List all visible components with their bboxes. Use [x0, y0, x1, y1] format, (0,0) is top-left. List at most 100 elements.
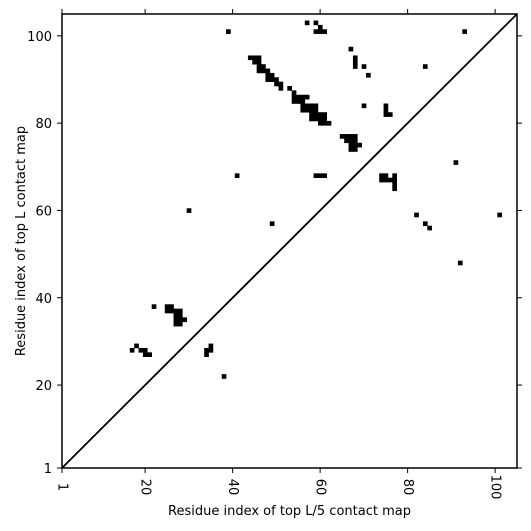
contact-point	[352, 59, 358, 65]
contact-point	[352, 64, 358, 69]
contact-point	[392, 182, 397, 187]
contact-point	[173, 308, 179, 314]
contact-point	[177, 317, 183, 323]
contact-point	[352, 138, 358, 144]
contact-point	[453, 160, 459, 165]
contact-point	[309, 116, 314, 122]
contact-point	[383, 177, 389, 183]
contact-point	[427, 225, 432, 231]
contact-point	[392, 186, 397, 192]
contact-point	[322, 112, 327, 117]
contact-point	[256, 55, 262, 61]
contact-point	[296, 99, 301, 104]
contact-point	[204, 347, 209, 353]
contact-point	[265, 72, 271, 78]
contact-point	[348, 46, 354, 52]
contact-point	[221, 374, 227, 379]
contact-point	[304, 94, 310, 100]
contact-point	[344, 138, 349, 144]
contact-point	[357, 142, 362, 148]
contact-point	[291, 94, 297, 100]
x-tick-label: 1	[55, 483, 70, 491]
contact-point	[164, 308, 170, 314]
y-axis-label: Residue index of top L contact map	[14, 126, 29, 356]
contact-point	[252, 55, 257, 61]
contact-point	[269, 221, 275, 227]
contact-point	[317, 112, 323, 117]
contact-point	[361, 64, 367, 69]
contact-point	[142, 352, 148, 357]
x-tick-label: 20	[138, 479, 153, 496]
contact-point	[317, 173, 323, 179]
contact-point	[134, 343, 139, 349]
contact-point	[265, 68, 271, 74]
contact-point	[313, 29, 319, 34]
contact-point	[274, 77, 279, 82]
contact-point	[291, 99, 297, 104]
contact-point	[173, 317, 179, 323]
x-tick-label: 80	[400, 479, 415, 496]
y-tick-label: 20	[35, 379, 52, 394]
contact-point	[497, 212, 502, 218]
contact-point	[256, 64, 262, 69]
y-tick-label: 100	[27, 30, 52, 45]
contact-point	[287, 86, 292, 91]
diagonal-line	[61, 13, 518, 469]
contact-point	[300, 99, 306, 104]
contact-point	[208, 343, 214, 349]
contact-point	[256, 68, 262, 74]
contact-point	[348, 142, 354, 148]
x-tick-label: 60	[313, 479, 328, 496]
contact-point	[379, 173, 384, 179]
y-tick-label: 1	[44, 462, 52, 477]
contact-point	[265, 77, 271, 82]
contact-point	[422, 64, 428, 69]
contact-point	[304, 103, 310, 109]
contact-point	[457, 260, 463, 266]
contact-point	[317, 24, 323, 30]
contact-point	[348, 134, 354, 139]
contact-point	[204, 352, 209, 357]
contact-point	[177, 321, 183, 327]
contact-point	[383, 173, 389, 179]
contact-point	[322, 29, 327, 34]
contact-point	[326, 120, 332, 126]
contact-point	[304, 107, 310, 113]
contact-point	[352, 55, 358, 61]
contact-point	[256, 59, 262, 65]
contact-point	[392, 177, 397, 183]
y-tick-label: 80	[35, 117, 52, 132]
contact-point	[269, 77, 275, 82]
contact-point	[366, 72, 371, 78]
contact-point	[164, 304, 170, 309]
contact-point	[138, 347, 144, 353]
contact-point	[462, 29, 467, 34]
contact-point	[322, 120, 327, 126]
contact-point	[186, 208, 192, 213]
contact-point	[151, 304, 157, 309]
contact-point	[348, 147, 354, 152]
contact-point	[383, 112, 389, 117]
contact-point	[309, 103, 314, 109]
contact-point	[247, 55, 253, 61]
contact-point	[278, 81, 284, 87]
contact-point	[313, 116, 319, 122]
x-tick-label: 100	[488, 475, 503, 500]
contact-point	[387, 177, 393, 183]
contact-point	[313, 103, 319, 109]
contact-point	[392, 173, 397, 179]
contact-point	[352, 134, 358, 139]
contact-point	[129, 347, 135, 353]
contact-point	[317, 116, 323, 122]
contact-point	[177, 308, 183, 314]
contact-point	[296, 94, 301, 100]
contact-point	[304, 20, 310, 26]
contact-point	[352, 147, 358, 152]
contact-point	[226, 29, 231, 34]
contact-point	[317, 29, 323, 34]
contact-point	[379, 177, 384, 183]
contact-point	[261, 68, 266, 74]
contact-point	[173, 313, 179, 318]
